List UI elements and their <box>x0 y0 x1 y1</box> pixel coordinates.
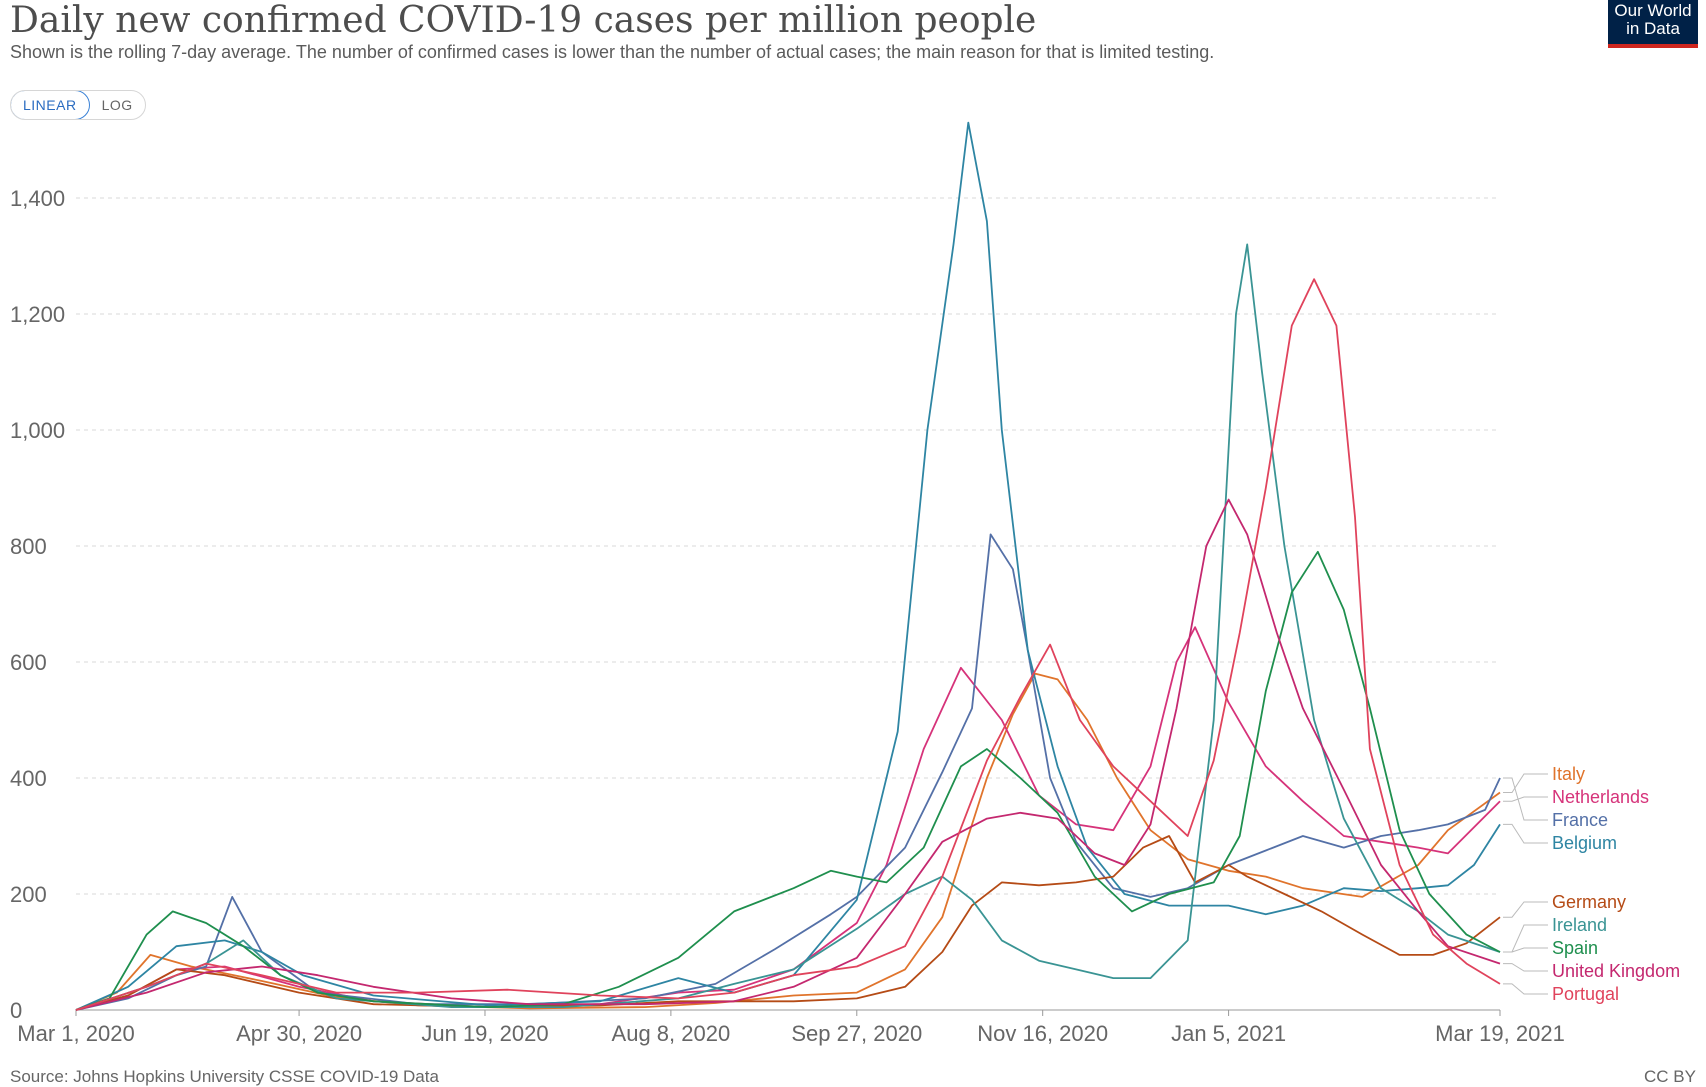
license-link[interactable]: CC BY <box>1644 1067 1696 1086</box>
scale-toggle: LINEAR LOG <box>10 90 146 120</box>
y-tick-label: 0 <box>10 998 22 1023</box>
series-line-ireland[interactable] <box>75 243 1501 1011</box>
label-connector <box>1503 796 1548 802</box>
logo-line-1: Our World <box>1614 1 1692 20</box>
series-label-united-kingdom[interactable]: United Kingdom <box>1552 961 1680 981</box>
log-scale-button[interactable]: LOG <box>101 97 133 113</box>
series-line-italy[interactable] <box>75 672 1501 1011</box>
series-lines <box>75 121 1501 1011</box>
y-tick-label: 1,200 <box>10 302 65 327</box>
y-tick-label: 400 <box>10 766 47 791</box>
y-tick-label: 1,000 <box>10 418 65 443</box>
x-tick-label: Sep 27, 2020 <box>791 1021 922 1046</box>
label-connector <box>1503 983 1548 995</box>
series-label-spain[interactable]: Spain <box>1552 938 1598 958</box>
series-label-france[interactable]: France <box>1552 810 1608 830</box>
x-tick-label: Jan 5, 2021 <box>1171 1021 1286 1046</box>
chart-title: Daily new confirmed COVID-19 cases per m… <box>10 0 1037 41</box>
series-line-united-kingdom[interactable] <box>75 498 1501 1011</box>
owid-logo[interactable]: Our World in Data <box>1608 0 1698 48</box>
label-connector <box>1503 947 1548 953</box>
series-line-france[interactable] <box>75 533 1501 1011</box>
logo-line-2: in Data <box>1626 19 1680 38</box>
source-note[interactable]: Source: Johns Hopkins University CSSE CO… <box>10 1067 439 1086</box>
x-tick-label: Nov 16, 2020 <box>977 1021 1108 1046</box>
series-label-italy[interactable]: Italy <box>1552 764 1585 784</box>
x-tick-label: Apr 30, 2020 <box>236 1021 362 1046</box>
label-connector <box>1503 901 1548 918</box>
series-label-ireland[interactable]: Ireland <box>1552 915 1607 935</box>
label-connector <box>1503 773 1548 793</box>
y-axis-ticks: 0 200 400 600 800 1,000 1,200 1,400 <box>10 186 65 1023</box>
label-connector <box>1503 823 1548 844</box>
x-tick-label: Mar 19, 2021 <box>1435 1021 1565 1046</box>
series-line-netherlands[interactable] <box>75 626 1501 1011</box>
y-tick-label: 200 <box>10 882 47 907</box>
series-line-portugal[interactable] <box>75 278 1501 1011</box>
label-connector <box>1503 777 1548 821</box>
series-labels: Italy Netherlands France Belgium Germany Irel… <box>1503 764 1680 1004</box>
series-line-germany[interactable] <box>75 835 1501 1011</box>
label-connector <box>1503 963 1548 972</box>
series-label-belgium[interactable]: Belgium <box>1552 833 1617 853</box>
grid-lines <box>76 197 1500 1011</box>
linear-scale-button[interactable]: LINEAR <box>10 91 90 119</box>
series-label-portugal[interactable]: Portugal <box>1552 984 1619 1004</box>
x-tick-label: Aug 8, 2020 <box>612 1021 731 1046</box>
series-label-netherlands[interactable]: Netherlands <box>1552 787 1649 807</box>
y-tick-label: 1,400 <box>10 186 65 211</box>
y-tick-label: 600 <box>10 650 47 675</box>
series-line-belgium[interactable] <box>75 121 1501 1011</box>
x-tick-label: Mar 1, 2020 <box>17 1021 134 1046</box>
series-label-germany[interactable]: Germany <box>1552 892 1626 912</box>
series-line-spain[interactable] <box>75 550 1501 1011</box>
x-tick-label: Jun 19, 2020 <box>421 1021 548 1046</box>
y-tick-label: 800 <box>10 534 47 559</box>
chart-subtitle: Shown is the rolling 7-day average. The … <box>10 42 1215 62</box>
x-axis-ticks: Mar 1, 2020 Apr 30, 2020 Jun 19, 2020 Aug 8… <box>17 1010 1565 1046</box>
